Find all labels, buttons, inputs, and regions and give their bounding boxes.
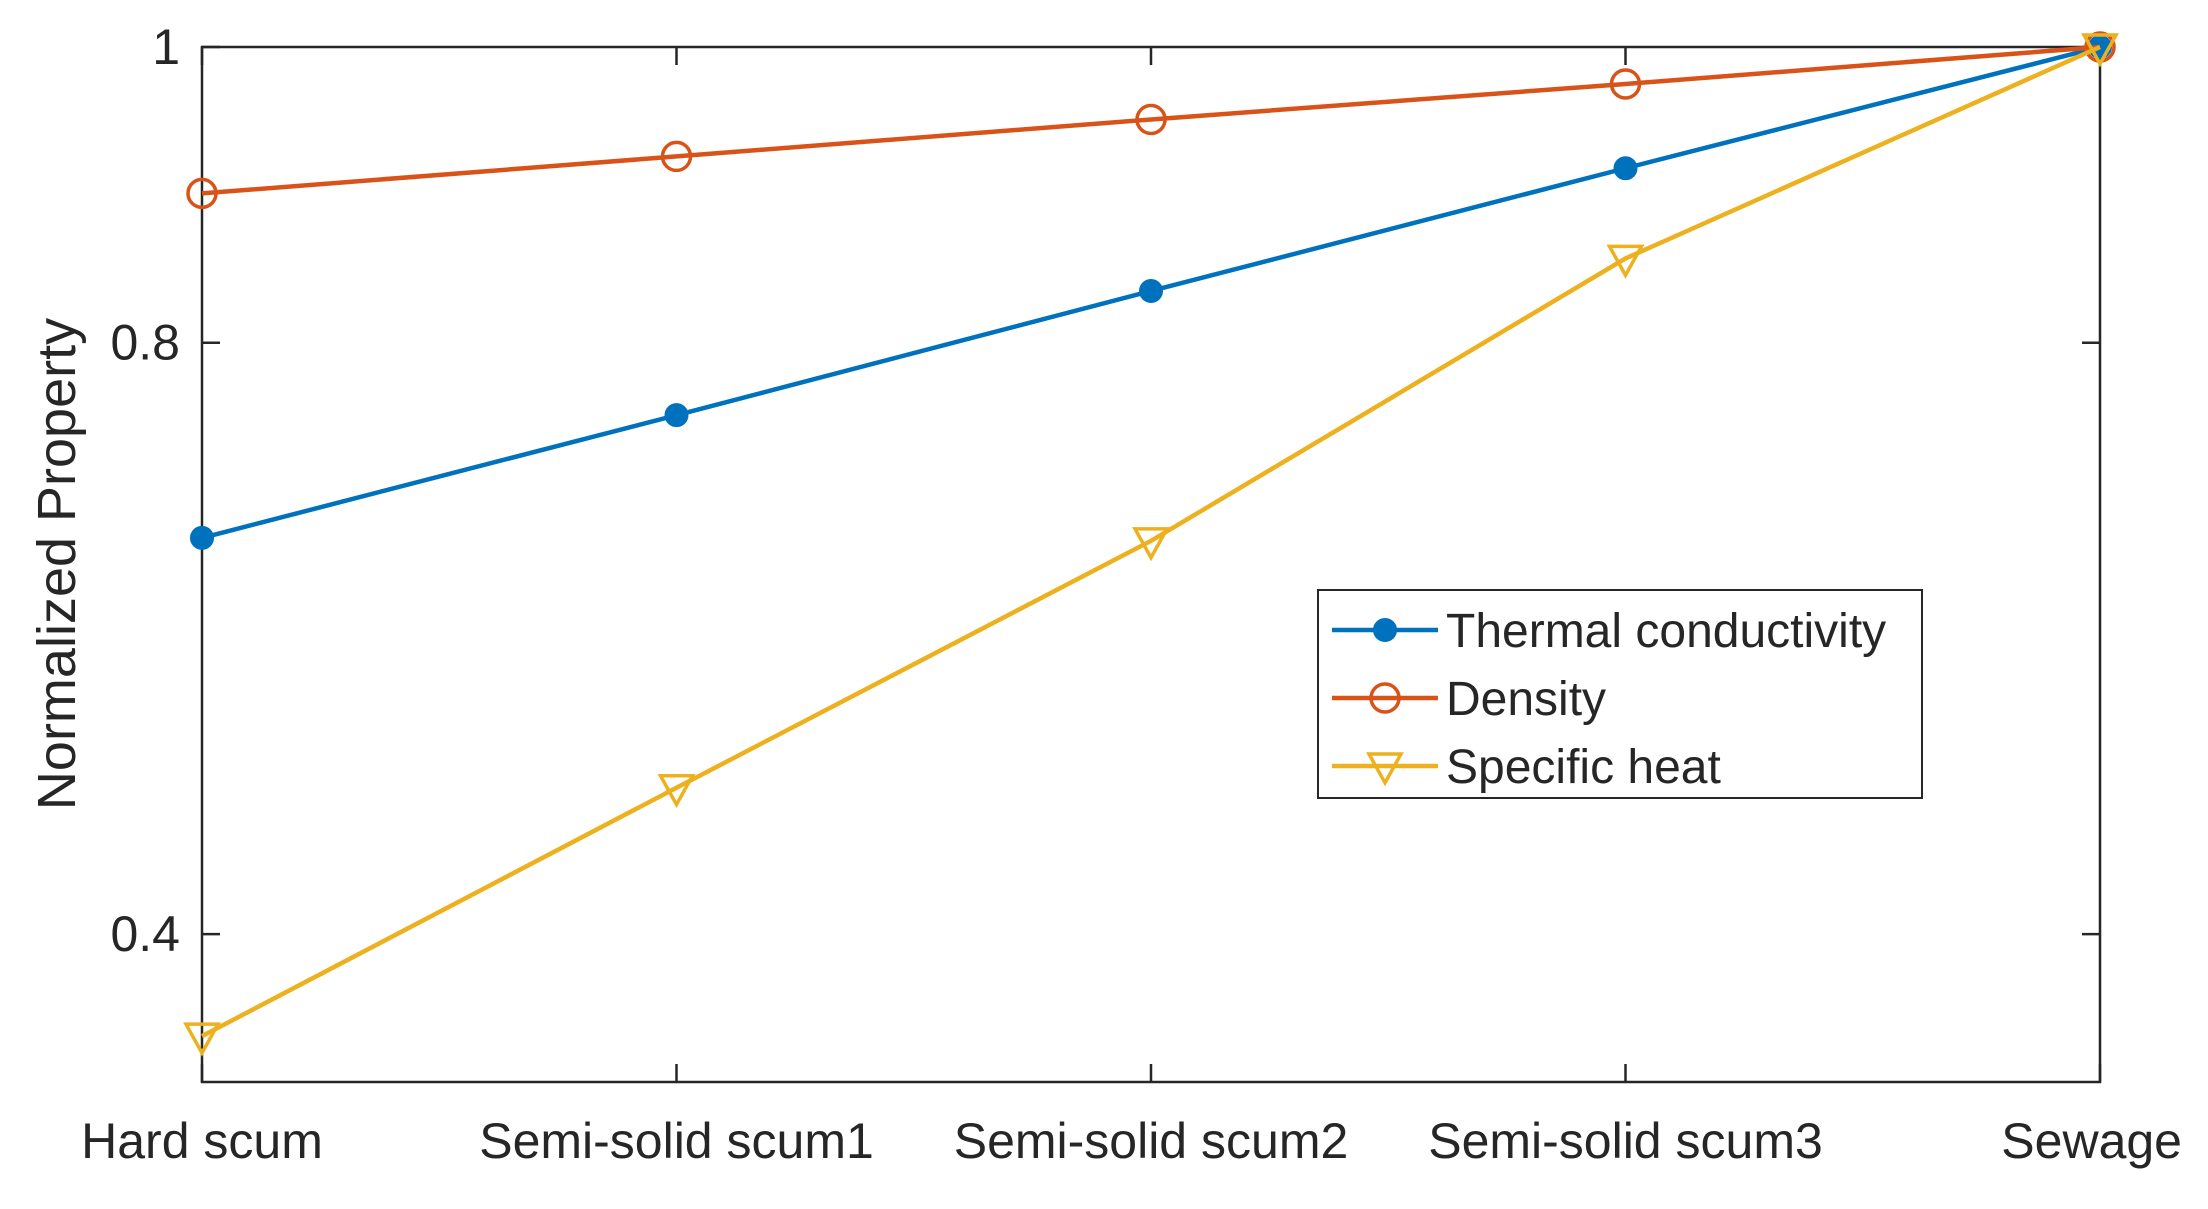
x-tick-label: Sewage [2001, 1113, 2182, 1169]
legend-item-thermal-conductivity: Thermal conductivity [1332, 605, 1886, 658]
legend-box [1317, 589, 1923, 799]
series-specific-heat [183, 33, 2119, 1057]
series-line [201, 44, 2101, 196]
y-axis-label: Normalized Property [27, 318, 87, 810]
x-tick-label: Semi-solid scum1 [479, 1113, 874, 1169]
series-layer [183, 31, 2119, 1057]
series-density [186, 31, 2116, 210]
legend-label: Thermal conductivity [1446, 605, 1886, 658]
plot-area [200, 45, 2102, 1084]
data-point [1139, 278, 1163, 303]
legend-items: Thermal conductivity Density Specific heat [1332, 605, 1886, 794]
data-point [186, 177, 218, 210]
data-point [660, 140, 693, 173]
x-tick-label: Semi-solid scum2 [954, 1113, 1349, 1169]
data-point [1606, 244, 1645, 279]
legend-label: Density [1446, 673, 1606, 726]
legend-item-density: Density [1332, 673, 1606, 726]
data-point [1609, 68, 1642, 100]
x-tick-label: Hard scum [81, 1113, 323, 1169]
y-tick-label: 0.4 [110, 906, 180, 962]
legend: Thermal conductivity Density Specific heat [1317, 589, 1923, 799]
legend-marker [1369, 682, 1401, 714]
data-point [1613, 156, 1638, 181]
y-tick-label: 0.8 [110, 315, 180, 371]
data-point [657, 774, 696, 809]
data-point [190, 525, 214, 550]
series-thermal-conductivity [190, 35, 2112, 550]
data-point [2081, 33, 2119, 68]
series-line [200, 44, 2101, 1039]
data-point [183, 1022, 221, 1057]
legend-marker [1366, 752, 1404, 787]
data-point [1135, 103, 1167, 136]
data-point [664, 403, 689, 428]
legend-item-specific-heat: Specific heat [1332, 741, 1721, 794]
legend-label: Specific heat [1446, 741, 1721, 794]
y-tick-label: 1 [152, 19, 180, 75]
data-point [1132, 527, 1170, 562]
ticks-layer: Hard scum Semi-solid scum1 Semi-solid scum… [81, 19, 2182, 1169]
x-tick-label: Semi-solid scum3 [1428, 1113, 1823, 1169]
legend-marker [1373, 618, 1397, 642]
